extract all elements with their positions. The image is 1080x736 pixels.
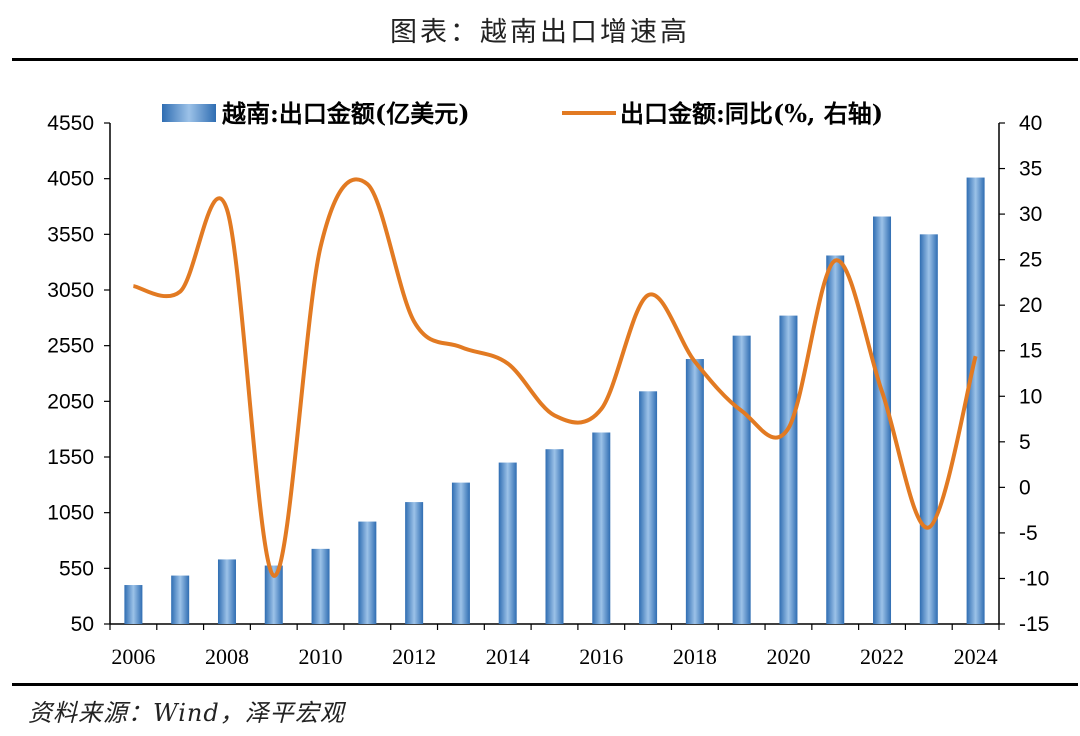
left-tick-label: 1550 [47,446,94,469]
chart-axes: 4550405035503050255020501550105055050403… [47,112,1049,669]
right-tick-label: 0 [1019,476,1031,499]
bar-2011 [358,521,377,624]
x-tick-label: 2024 [954,644,998,669]
legend-bar-label: 越南:出口金额(亿美元) [222,99,470,128]
x-tick-label: 2020 [766,644,810,669]
right-tick-label: 15 [1019,340,1042,363]
x-tick-label: 2012 [392,644,436,669]
right-tick-label: -10 [1019,567,1049,590]
right-tick-label: 5 [1019,431,1031,454]
right-tick-label: 25 [1019,249,1042,272]
left-tick-label: 4550 [47,112,94,135]
x-tick-label: 2016 [579,644,623,669]
x-tick-label: 2006 [111,644,155,669]
x-tick-label: 2008 [205,644,249,669]
bar-2020 [779,315,798,624]
x-tick-label: 2010 [299,644,343,669]
bar-2007 [171,575,190,624]
left-tick-label: 3050 [47,279,94,302]
left-tick-label: 50 [71,613,94,636]
right-tick-label: -15 [1019,613,1049,636]
left-tick-label: 2050 [47,390,94,413]
x-tick-label: 2022 [860,644,904,669]
x-tick-label: 2014 [486,644,530,669]
bar-2010 [311,548,330,624]
bar-2014 [498,462,517,624]
page-title: 图表：越南出口增速高 [390,17,690,48]
bar-series [124,177,985,625]
left-tick-label: 3550 [47,223,94,246]
right-tick-label: 20 [1019,294,1042,317]
bar-2012 [405,502,424,624]
line-series [132,177,978,578]
right-tick-label: -5 [1019,522,1038,545]
legend-bar-swatch [162,104,216,122]
bar-2017 [639,391,658,624]
bar-2009 [264,565,283,624]
left-tick-label: 4050 [47,168,94,191]
left-tick-label: 1050 [47,502,94,525]
chart-legend: 越南:出口金额(亿美元) 出口金额:同比(%, 右轴) [162,99,883,128]
right-tick-label: 40 [1019,112,1042,135]
bar-2023 [919,234,938,625]
yoy-growth-line [132,177,978,578]
left-tick-label: 2550 [47,335,94,358]
x-tick-label: 2018 [673,644,717,669]
right-tick-label: 30 [1019,203,1042,226]
bar-2006 [124,585,143,624]
bar-2018 [685,359,704,624]
bar-2008 [217,559,236,624]
right-tick-label: 10 [1019,385,1042,408]
bar-2019 [732,335,751,624]
legend-line-label: 出口金额:同比(%, 右轴) [620,99,883,128]
bottom-divider [12,683,1078,686]
bar-2022 [873,216,892,624]
left-tick-label: 550 [59,557,94,580]
top-divider [12,58,1078,61]
source-note: 资料来源：Wind，泽平宏观 [28,699,345,727]
bar-2016 [592,432,611,624]
bar-2013 [451,482,470,624]
bar-2024 [966,177,985,624]
bar-2021 [826,255,845,624]
bar-2015 [545,449,564,624]
right-tick-label: 35 [1019,158,1042,181]
